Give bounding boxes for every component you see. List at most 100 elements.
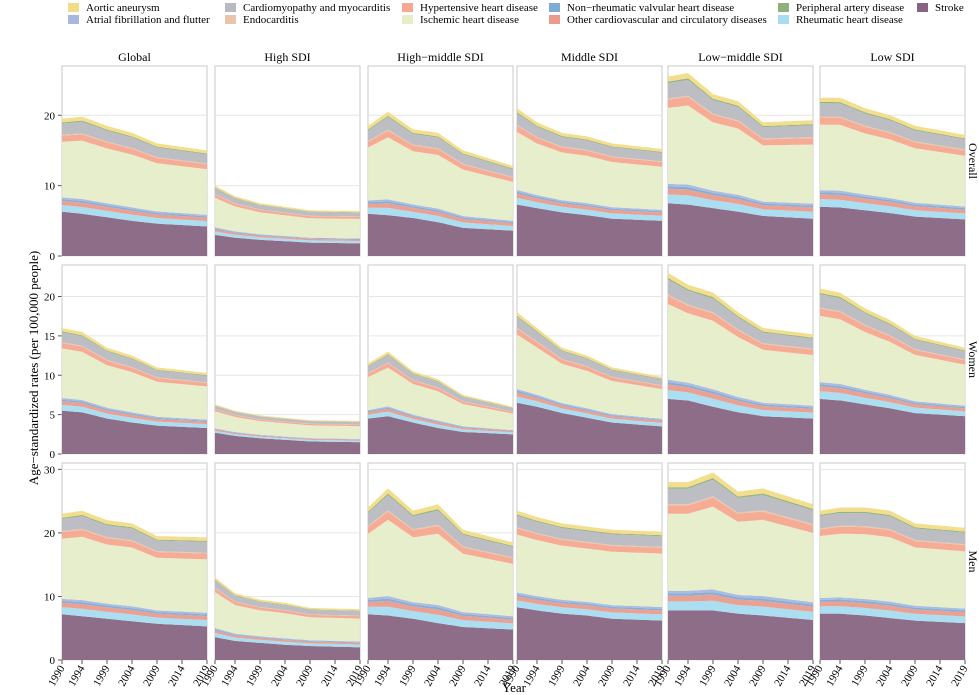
area-aortic-aneurysm: [62, 328, 207, 376]
area-stroke: [368, 213, 513, 256]
y-tick-label: 20: [44, 528, 56, 540]
area-other-cardiovascular-and-circulatory-diseases: [517, 392, 662, 423]
area-cardiomyopathy-and-myocarditis: [215, 405, 360, 425]
area-non-rheumatic-valvular-heart-disease: [668, 382, 813, 409]
area-aortic-aneurysm: [668, 73, 813, 126]
row-strip-label: Overall: [966, 143, 979, 180]
x-axis-title: Year: [502, 680, 527, 695]
area-atrial-fibrillation-and-flutter: [820, 190, 965, 209]
x-tick-label: 1999: [697, 663, 719, 688]
area-atrial-fibrillation-and-flutter: [517, 592, 662, 609]
x-tick-label: 1999: [91, 663, 113, 688]
area-stroke: [215, 637, 360, 660]
panel-women-5: [819, 264, 966, 455]
area-aortic-aneurysm: [820, 288, 965, 351]
y-axis-title: Age−standardized rates (per 100,000 peop…: [26, 251, 41, 485]
area-endocarditis: [820, 525, 965, 546]
area-peripheral-artery-disease: [820, 293, 965, 352]
area-aortic-aneurysm: [62, 510, 207, 541]
area-other-cardiovascular-and-circulatory-diseases: [215, 630, 360, 645]
area-non-rheumatic-valvular-heart-disease: [62, 399, 207, 422]
area-stroke: [517, 607, 662, 660]
area-rheumatic-heart-disease: [820, 606, 965, 624]
area-other-cardiovascular-and-circulatory-diseases: [62, 201, 207, 222]
area-rheumatic-heart-disease: [668, 194, 813, 219]
area-other-cardiovascular-and-circulatory-diseases: [668, 188, 813, 212]
area-atrial-fibrillation-and-flutter: [368, 199, 513, 223]
area-atrial-fibrillation-and-flutter: [820, 382, 965, 408]
area-stroke: [368, 416, 513, 454]
panel-women-0: [61, 264, 208, 455]
area-hypertensive-heart-disease: [668, 97, 813, 146]
area-stroke: [668, 398, 813, 454]
y-tick-label: 0: [50, 449, 56, 461]
area-hypertensive-heart-disease: [668, 497, 813, 533]
y-tick-label: 10: [44, 370, 56, 382]
area-cardiomyopathy-and-myocarditis: [62, 332, 207, 383]
area-atrial-fibrillation-and-flutter: [668, 589, 813, 605]
x-tick-label: 2014: [166, 663, 188, 688]
legend-label: Non−rheumatic valvular heart disease: [567, 2, 734, 14]
panel-overall-1: [214, 65, 361, 257]
panel-overall-2: [367, 65, 514, 257]
x-tick-label: 2004: [722, 663, 744, 688]
area-non-rheumatic-valvular-heart-disease: [62, 600, 207, 617]
area-rheumatic-heart-disease: [668, 600, 813, 620]
row-strip-label: Women: [966, 341, 979, 378]
area-peripheral-artery-disease: [820, 102, 965, 140]
area-stroke: [62, 614, 207, 660]
legend-swatch: [225, 15, 236, 24]
area-ischemic-heart-disease: [517, 534, 662, 607]
area-rheumatic-heart-disease: [517, 197, 662, 221]
area-non-rheumatic-valvular-heart-disease: [368, 407, 513, 432]
panel-grid: Global High SDI High−middle SDI Middle SDI L…: [44, 50, 979, 689]
area-ischemic-heart-disease: [820, 124, 965, 207]
area-aortic-aneurysm: [215, 577, 360, 611]
x-tick-label: 2004: [422, 663, 444, 688]
area-aortic-aneurysm: [368, 488, 513, 546]
area-other-cardiovascular-and-circulatory-diseases: [820, 601, 965, 617]
area-atrial-fibrillation-and-flutter: [215, 628, 360, 643]
area-stroke: [62, 211, 207, 256]
area-other-cardiovascular-and-circulatory-diseases: [368, 408, 513, 433]
row-strip-label: Men: [966, 551, 979, 573]
x-tick-label: 2014: [772, 663, 794, 688]
area-stroke: [517, 402, 662, 454]
x-tick-label: 1994: [824, 663, 846, 688]
area-cardiomyopathy-and-myocarditis: [62, 516, 207, 553]
area-ischemic-heart-disease: [368, 137, 513, 221]
legend-swatch: [778, 3, 789, 12]
area-atrial-fibrillation-and-flutter: [368, 596, 513, 618]
x-tick-label: 2009: [447, 663, 469, 688]
area-other-cardiovascular-and-circulatory-diseases: [62, 401, 207, 425]
legend-label: Ischemic heart disease: [420, 14, 519, 26]
area-other-cardiovascular-and-circulatory-diseases: [215, 229, 360, 242]
area-rheumatic-heart-disease: [215, 231, 360, 244]
x-tick-label: 1994: [672, 663, 694, 688]
area-atrial-fibrillation-and-flutter: [517, 189, 662, 212]
legend-label: Hypertensive heart disease: [420, 2, 538, 14]
area-hypertensive-heart-disease: [62, 343, 207, 387]
area-cardiomyopathy-and-myocarditis: [820, 513, 965, 545]
area-non-rheumatic-valvular-heart-disease: [668, 592, 813, 607]
area-non-rheumatic-valvular-heart-disease: [215, 228, 360, 240]
x-tick-label: 1994: [66, 663, 88, 688]
area-rheumatic-heart-disease: [368, 411, 513, 435]
area-atrial-fibrillation-and-flutter: [820, 597, 965, 611]
area-stroke: [820, 613, 965, 660]
area-stroke: [668, 203, 813, 256]
area-non-rheumatic-valvular-heart-disease: [368, 598, 513, 620]
area-ischemic-heart-disease: [820, 533, 965, 609]
area-cardiomyopathy-and-myocarditis: [368, 117, 513, 178]
panel-overall-4: [667, 65, 814, 257]
legend-swatch: [68, 15, 79, 24]
area-cardiomyopathy-and-myocarditis: [820, 103, 965, 150]
legend-swatch: [549, 15, 560, 24]
area-hypertensive-heart-disease: [62, 529, 207, 560]
area-peripheral-artery-disease: [62, 120, 207, 155]
area-atrial-fibrillation-and-flutter: [62, 197, 207, 217]
